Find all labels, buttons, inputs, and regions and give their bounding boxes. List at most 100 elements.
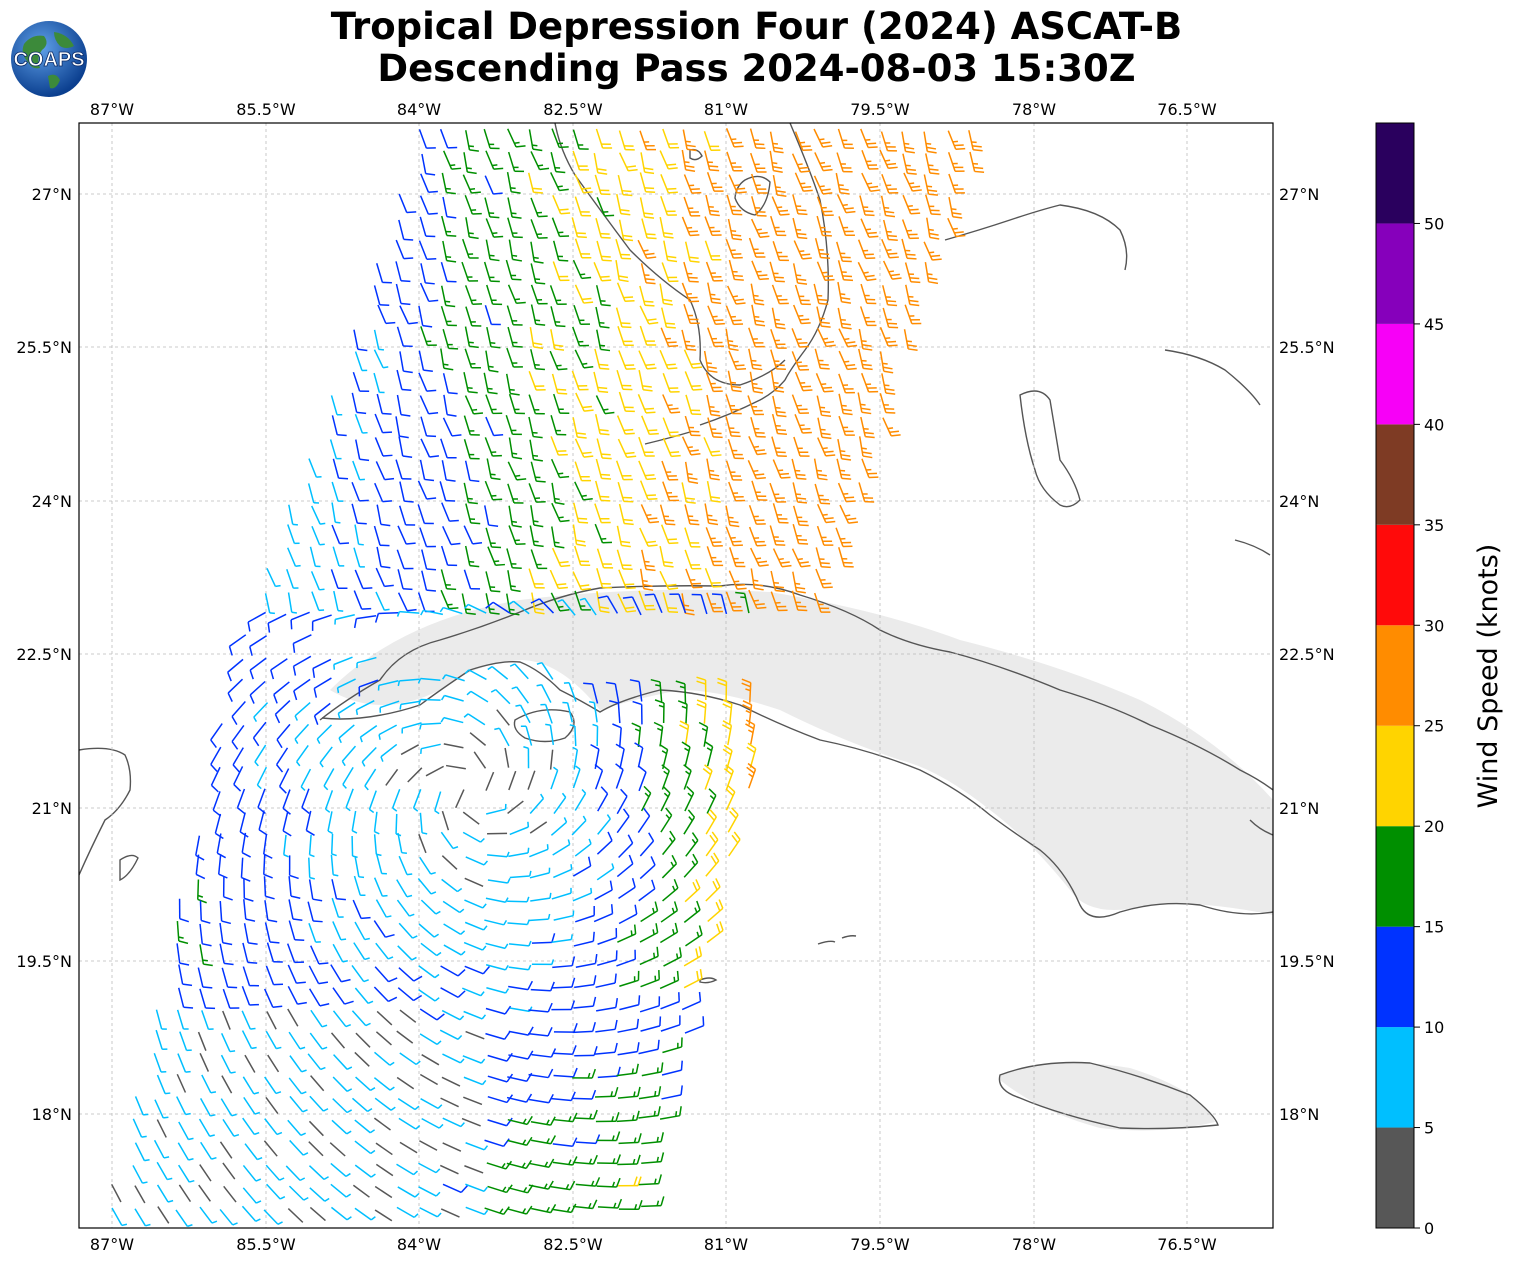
wind-barb xyxy=(487,1117,513,1127)
wind-barb xyxy=(596,568,612,589)
colorbar-bin xyxy=(1376,524,1414,626)
wind-barb xyxy=(352,1184,370,1198)
wind-barb xyxy=(440,261,457,283)
wind-barb xyxy=(683,174,702,194)
wind-barb xyxy=(721,720,733,746)
wind-barb xyxy=(278,768,290,794)
wind-barb xyxy=(282,811,292,837)
wind-barb xyxy=(485,527,502,549)
wind-barb xyxy=(311,591,325,612)
wind-barb xyxy=(273,681,290,704)
wind-barb xyxy=(305,810,315,836)
wind-barb xyxy=(442,1183,469,1194)
wind-barb xyxy=(132,1118,147,1138)
wind-barb xyxy=(176,1096,191,1116)
wind-barb xyxy=(858,482,875,503)
wind-barb xyxy=(462,987,485,997)
wind-barb xyxy=(617,1042,640,1056)
wind-barb xyxy=(550,436,568,456)
wind-barb xyxy=(579,597,597,616)
wind-barb xyxy=(571,217,587,239)
wind-barb xyxy=(286,943,305,964)
wind-barb xyxy=(241,1205,261,1222)
wind-barb xyxy=(639,946,659,966)
wind-barb xyxy=(770,591,788,612)
wind-barb xyxy=(464,348,481,369)
wind-barb xyxy=(484,480,503,501)
wind-barb xyxy=(882,285,898,307)
wind-barb xyxy=(551,502,570,523)
wind-barb xyxy=(355,700,375,716)
wind-barbs xyxy=(110,128,985,1228)
wind-barb xyxy=(342,766,354,789)
wind-barb xyxy=(420,438,440,458)
lat-tick-label: 18°N xyxy=(1279,1105,1319,1124)
wind-barb xyxy=(486,987,510,994)
wind-barb xyxy=(596,950,618,967)
wind-barb xyxy=(661,1085,683,1100)
wind-barb xyxy=(901,131,915,154)
wind-barb xyxy=(308,965,329,985)
wind-barb xyxy=(197,879,207,904)
wind-barb xyxy=(639,325,657,346)
wind-barb xyxy=(725,328,739,352)
wind-barb xyxy=(473,751,487,769)
wind-barb xyxy=(529,793,545,814)
wind-barb xyxy=(440,965,466,977)
wind-barb xyxy=(597,1154,621,1165)
wind-barb xyxy=(902,194,921,215)
wind-barb xyxy=(249,635,268,656)
wind-barb xyxy=(395,416,409,439)
wind-barb xyxy=(417,677,441,684)
wind-barb xyxy=(706,788,717,814)
wind-barb xyxy=(769,131,784,154)
wind-barb xyxy=(351,835,358,859)
wind-barb xyxy=(572,129,589,150)
wind-barb xyxy=(266,1183,286,1200)
wind-barb xyxy=(677,700,688,725)
wind-barb xyxy=(376,546,391,569)
wind-barb xyxy=(618,350,636,370)
wind-barb xyxy=(660,992,680,1010)
wind-barb xyxy=(399,700,421,710)
wind-barb xyxy=(596,997,619,1012)
wind-barb xyxy=(552,195,571,215)
wind-barb xyxy=(506,171,521,194)
wind-barb xyxy=(684,1016,705,1034)
wind-barb xyxy=(794,371,813,392)
wind-barb xyxy=(597,595,619,614)
wind-barb xyxy=(223,1185,237,1203)
wind-barb xyxy=(397,525,416,545)
wind-barb xyxy=(705,831,719,857)
wind-barb xyxy=(659,150,678,170)
wind-barb xyxy=(441,810,450,831)
wind-barb xyxy=(294,723,310,745)
wind-barb xyxy=(520,725,533,746)
map-title-line-2: Descending Pass 2024-08-03 15:30Z xyxy=(377,47,1136,90)
wind-barb xyxy=(684,785,695,812)
wind-barb xyxy=(879,393,896,414)
wind-barb xyxy=(440,1097,459,1108)
wind-barb xyxy=(399,481,414,503)
wind-barb xyxy=(509,870,532,879)
wind-barb xyxy=(969,151,985,174)
wind-barb xyxy=(506,1159,533,1170)
wind-barb xyxy=(618,1133,642,1145)
wind-barb xyxy=(485,571,501,593)
wind-barb xyxy=(485,1031,511,1040)
wind-barb xyxy=(549,350,568,371)
wind-barb xyxy=(727,807,739,833)
wind-barb xyxy=(817,328,836,348)
wind-barb xyxy=(682,129,697,152)
wind-barb xyxy=(258,810,268,836)
wind-barb xyxy=(528,370,546,391)
wind-barb xyxy=(439,481,456,502)
wind-barb xyxy=(880,195,896,218)
wind-barb xyxy=(640,785,652,812)
wind-barb xyxy=(374,482,393,503)
wind-barb xyxy=(725,526,743,547)
wind-barb xyxy=(330,1032,346,1049)
lat-tick-label: 18°N xyxy=(32,1105,72,1124)
wind-barb xyxy=(638,350,657,370)
wind-barb xyxy=(748,348,763,371)
